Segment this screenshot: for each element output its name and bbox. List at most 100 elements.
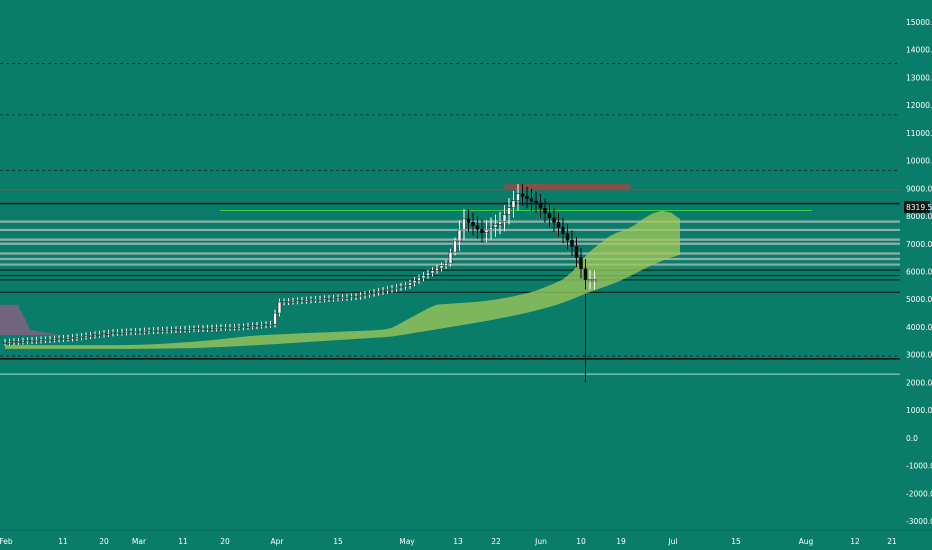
candle-body[interactable] bbox=[25, 340, 30, 343]
candle-body[interactable] bbox=[111, 332, 115, 334]
candle-body[interactable] bbox=[561, 226, 565, 234]
candle-body[interactable] bbox=[84, 335, 88, 338]
candle-body[interactable] bbox=[79, 336, 84, 338]
candle-body[interactable] bbox=[174, 329, 178, 331]
candle-body[interactable] bbox=[97, 333, 102, 336]
candle-body[interactable] bbox=[151, 330, 156, 333]
candle-body[interactable] bbox=[250, 325, 255, 328]
candle-body[interactable] bbox=[178, 329, 183, 331]
candle-body[interactable] bbox=[372, 292, 376, 294]
x-axis[interactable]: Feb 11 20 Mar 11 20 Apr 15 May 13 22 Jun 10 19 Jul 15 Au… bbox=[0, 529, 932, 546]
candle-body[interactable] bbox=[120, 331, 124, 334]
candle-body[interactable] bbox=[277, 301, 282, 314]
candle-body[interactable] bbox=[331, 297, 336, 300]
candle-body[interactable] bbox=[219, 327, 223, 330]
candle-body[interactable] bbox=[466, 218, 471, 223]
candle-body[interactable] bbox=[39, 339, 43, 342]
candle-body[interactable] bbox=[462, 218, 466, 231]
candle-body[interactable] bbox=[345, 296, 349, 299]
candle-body[interactable] bbox=[304, 299, 309, 302]
candle-body[interactable] bbox=[403, 285, 408, 287]
candle-body[interactable] bbox=[102, 333, 106, 336]
candle-body[interactable] bbox=[457, 229, 462, 242]
candle-body[interactable] bbox=[547, 212, 552, 218]
candle-body[interactable] bbox=[138, 330, 142, 333]
candle-body[interactable] bbox=[115, 332, 120, 334]
candle-body[interactable] bbox=[516, 193, 520, 202]
candle-body[interactable] bbox=[349, 296, 354, 299]
candle-body[interactable] bbox=[61, 338, 66, 340]
candle-body[interactable] bbox=[255, 325, 259, 327]
candle-body[interactable] bbox=[529, 198, 534, 202]
candle-body[interactable] bbox=[196, 328, 201, 331]
candle-body[interactable] bbox=[394, 287, 399, 289]
candle-body[interactable] bbox=[511, 200, 516, 208]
candle-body[interactable] bbox=[93, 334, 97, 337]
candle-body[interactable] bbox=[412, 280, 417, 284]
candle-body[interactable] bbox=[340, 297, 345, 299]
candle-body[interactable] bbox=[228, 327, 232, 329]
candle-body[interactable] bbox=[480, 228, 484, 233]
candle-body[interactable] bbox=[336, 297, 340, 300]
candle-body[interactable] bbox=[471, 222, 475, 227]
candle-body[interactable] bbox=[385, 289, 390, 291]
candle-body[interactable] bbox=[52, 338, 57, 341]
candle-body[interactable] bbox=[498, 221, 502, 225]
candle-body[interactable] bbox=[237, 326, 241, 329]
candle-body[interactable] bbox=[156, 330, 160, 332]
candle-body[interactable] bbox=[574, 246, 579, 258]
candle-body[interactable] bbox=[327, 298, 331, 300]
candle-body[interactable] bbox=[570, 239, 574, 247]
candle-body[interactable] bbox=[583, 268, 588, 281]
candle-body[interactable] bbox=[538, 203, 543, 209]
candle-body[interactable] bbox=[3, 341, 7, 344]
candle-body[interactable] bbox=[223, 327, 228, 329]
candle-body[interactable] bbox=[448, 251, 453, 264]
candle-body[interactable] bbox=[129, 331, 133, 334]
candle-body[interactable] bbox=[246, 325, 250, 328]
candle-body[interactable] bbox=[273, 312, 277, 325]
candle-body[interactable] bbox=[21, 340, 25, 343]
candle-body[interactable] bbox=[43, 339, 48, 341]
candle-body[interactable] bbox=[358, 295, 363, 297]
candle-body[interactable] bbox=[421, 275, 426, 279]
y-axis[interactable]: 15000.0 14000.0 13000.0 12000.0 11000.0 10000… bbox=[906, 18, 932, 526]
candle-body[interactable] bbox=[210, 327, 214, 330]
candle-body[interactable] bbox=[88, 335, 93, 337]
candle-body[interactable] bbox=[592, 279, 597, 282]
candle-body[interactable] bbox=[444, 262, 448, 266]
candle-body[interactable] bbox=[309, 299, 313, 302]
candle-body[interactable] bbox=[426, 272, 430, 276]
candle-body[interactable] bbox=[16, 341, 21, 343]
candle-body[interactable] bbox=[552, 217, 556, 223]
candle-body[interactable] bbox=[70, 337, 75, 339]
candle-body[interactable] bbox=[106, 332, 111, 335]
candle-body[interactable] bbox=[241, 326, 246, 328]
candle-body[interactable] bbox=[160, 329, 165, 332]
candles[interactable] bbox=[3, 184, 597, 383]
candle-body[interactable] bbox=[264, 324, 268, 327]
candle-body[interactable] bbox=[520, 193, 525, 197]
candle-body[interactable] bbox=[57, 338, 61, 341]
candle-body[interactable] bbox=[66, 337, 70, 340]
candle-body[interactable] bbox=[291, 300, 295, 303]
candle-body[interactable] bbox=[34, 339, 39, 342]
candle-body[interactable] bbox=[214, 327, 219, 330]
candle-body[interactable] bbox=[282, 301, 286, 304]
candle-body[interactable] bbox=[507, 207, 511, 215]
candle-body[interactable] bbox=[493, 224, 498, 228]
candle-body[interactable] bbox=[300, 300, 304, 302]
candle-body[interactable] bbox=[354, 296, 358, 298]
candle-body[interactable] bbox=[399, 286, 403, 288]
candle-body[interactable] bbox=[12, 341, 16, 344]
candle-body[interactable] bbox=[381, 290, 385, 292]
candle-body[interactable] bbox=[313, 299, 318, 301]
candle-body[interactable] bbox=[417, 277, 421, 281]
candle-body[interactable] bbox=[48, 338, 52, 341]
candle-body[interactable] bbox=[232, 326, 237, 329]
candle-body[interactable] bbox=[430, 270, 435, 274]
candle-body[interactable] bbox=[201, 328, 205, 330]
candle-body[interactable] bbox=[169, 329, 174, 332]
